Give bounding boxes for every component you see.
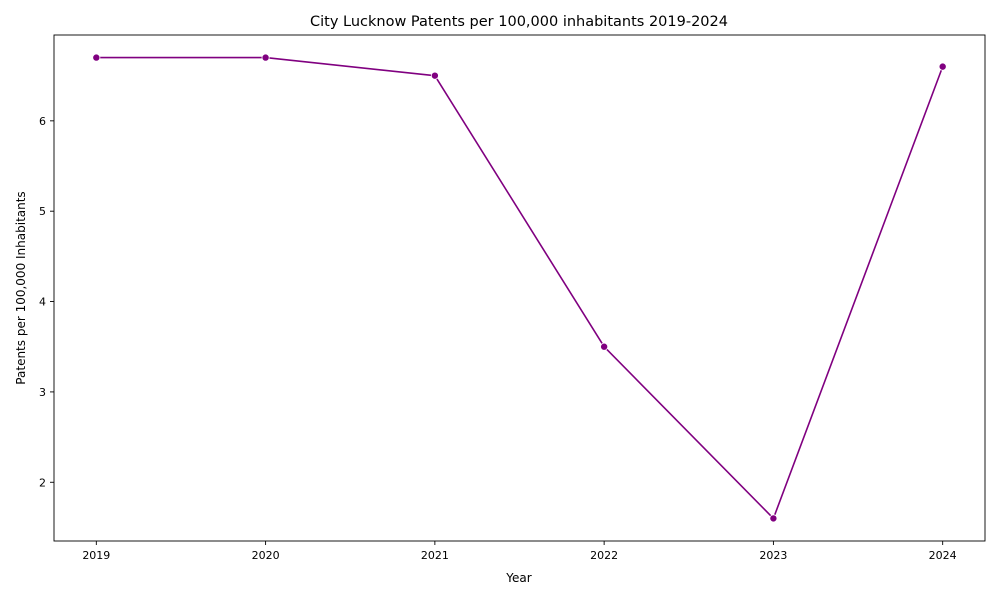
data-point-2021 (431, 72, 438, 79)
y-tick-label-5: 5 (39, 205, 46, 218)
y-tick-label-2: 2 (39, 476, 46, 489)
x-tick-label-2024: 2024 (929, 549, 957, 562)
data-point-2019 (93, 54, 100, 61)
data-point-2020 (262, 54, 269, 61)
x-tick-label-2023: 2023 (759, 549, 787, 562)
x-tick-label-2021: 2021 (421, 549, 449, 562)
axes-layer: 2019 2020 2021 2022 2023 2024 2 3 4 5 6 (39, 35, 985, 562)
series-layer (93, 54, 947, 522)
x-axis-label: Year (505, 571, 531, 585)
data-point-2023 (770, 515, 777, 522)
x-tick-label-2022: 2022 (590, 549, 618, 562)
chart-title: City Lucknow Patents per 100,000 inhabit… (310, 14, 728, 30)
plot-area: 2019 2020 2021 2022 2023 2024 2 3 4 5 6 (39, 35, 985, 562)
y-tick-label-6: 6 (39, 115, 46, 128)
x-tick-label-2020: 2020 (252, 549, 280, 562)
axes-frame (54, 35, 985, 541)
x-tick-label-2019: 2019 (82, 549, 110, 562)
data-point-2022 (601, 343, 608, 350)
y-tick-label-3: 3 (39, 386, 46, 399)
y-axis-label: Patents per 100,000 Inhabitants (14, 191, 28, 384)
y-tick-label-4: 4 (39, 296, 46, 309)
data-point-2024 (939, 63, 946, 70)
series-line (96, 58, 942, 519)
